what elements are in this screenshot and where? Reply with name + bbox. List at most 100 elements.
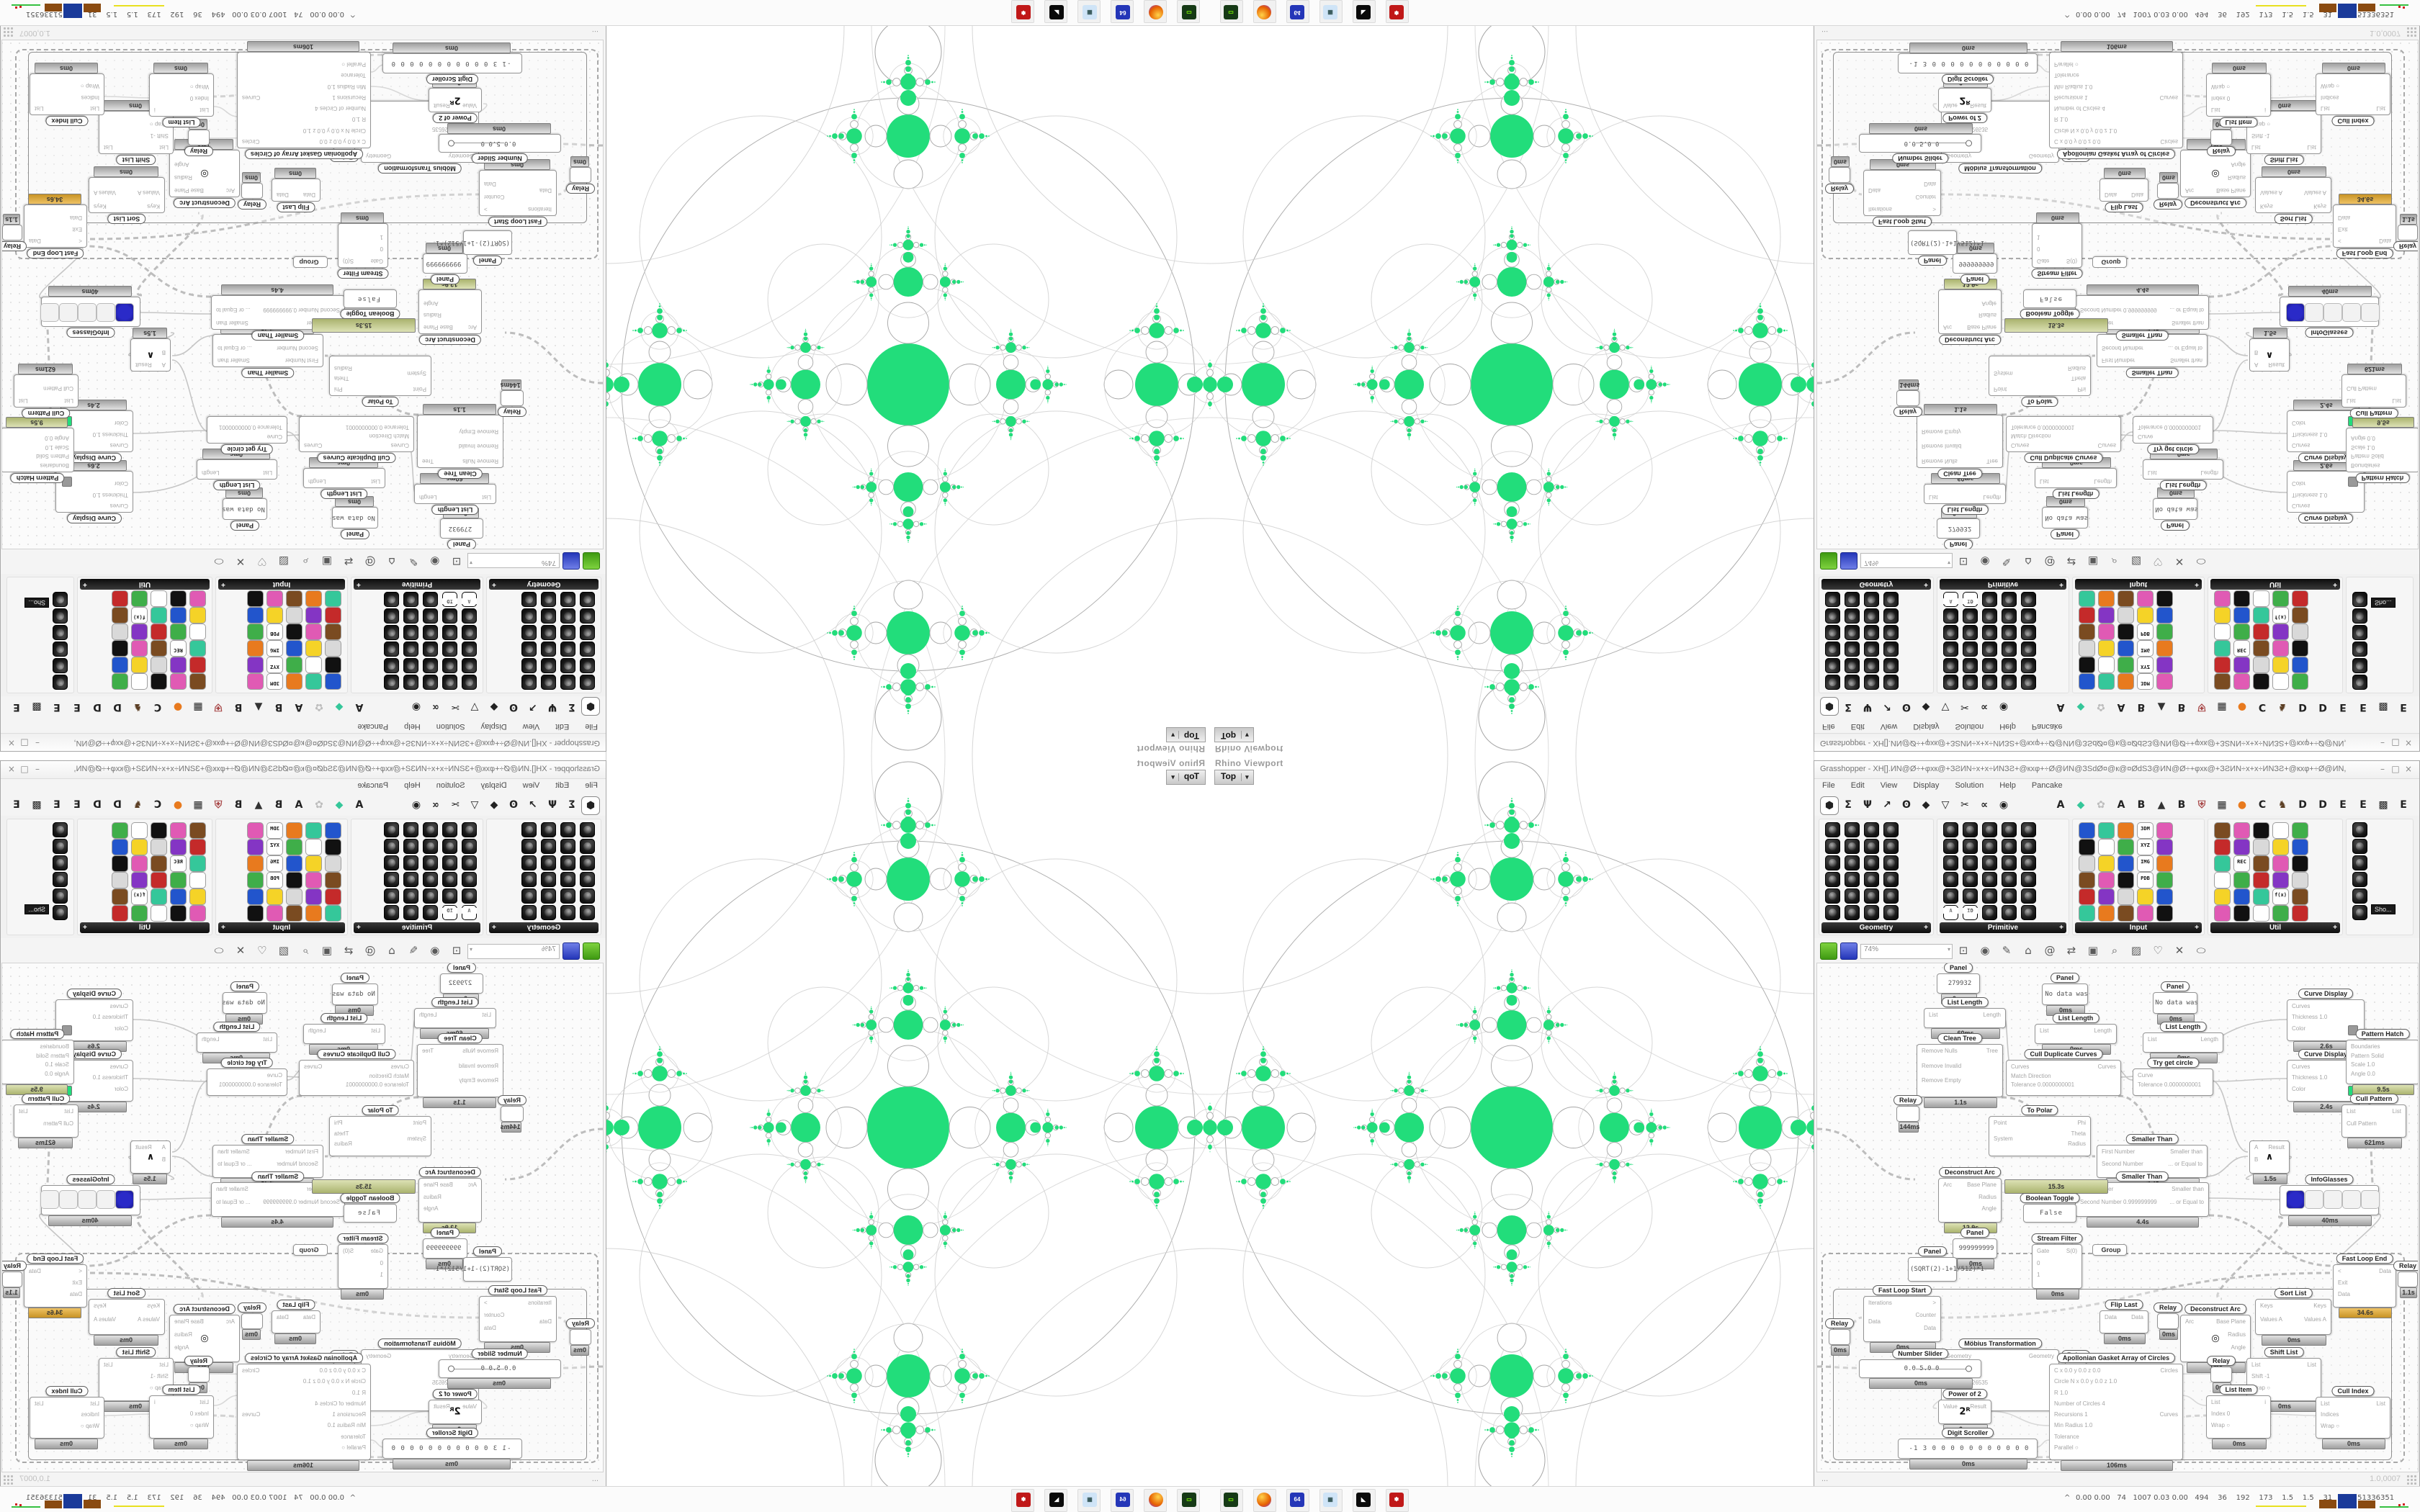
gh-node-fast-loop-start[interactable]: Fast Loop Start Iterations Data > Counter Dat… (479, 159, 557, 227)
component-icon[interactable]: IMG (2137, 640, 2154, 657)
component-icon[interactable]: f(x) (131, 888, 148, 905)
grasshopper-canvas[interactable]: GroupPanel2799320msList LengthListLength… (1, 963, 604, 1472)
input-port[interactable]: 1 (2037, 233, 2040, 240)
component-icon[interactable]: PDB (266, 624, 283, 640)
input-port[interactable]: Curves (109, 1003, 128, 1009)
input-port[interactable]: List (371, 478, 380, 485)
gh-node-relay[interactable]: Relay 1.1s (2393, 1261, 2418, 1298)
search-s-icon[interactable]: ⌕ (2111, 555, 2118, 568)
component-icon[interactable] (2021, 855, 2036, 870)
component-icon[interactable] (403, 642, 418, 657)
plugin-tab[interactable]: D (93, 799, 102, 811)
input-port[interactable]: < (79, 1268, 82, 1274)
output-port[interactable]: List (2376, 1400, 2385, 1407)
component-icon[interactable] (2098, 590, 2115, 607)
package-icon[interactable]: ▨ (278, 555, 290, 568)
component-icon[interactable] (1883, 592, 1899, 607)
input-port[interactable]: Boundaries (2351, 1043, 2380, 1050)
viewport-tab-dropdown[interactable]: ▾ (1241, 731, 1249, 739)
component-icon[interactable] (286, 872, 302, 888)
component-icon[interactable] (2272, 640, 2289, 657)
gh-node-relay[interactable]: Relay 1.1s (1, 1261, 27, 1298)
grasshopper-titlebar[interactable]: Grasshopper - XH[].ИN@Ø÷+φxк@+ЗƧИN÷x+x÷И… (1814, 761, 2419, 779)
component-icon[interactable] (2156, 590, 2173, 607)
component-icon[interactable] (2079, 905, 2095, 922)
component-icon[interactable] (2352, 658, 2367, 673)
panel-label-geometry[interactable]: Geometry + (1821, 922, 1931, 933)
gh-node-try-get-circle[interactable]: Try get circle Curve Tolerance 0.000000000… (207, 1058, 287, 1096)
component-icon[interactable] (189, 673, 206, 690)
output-port[interactable]: Phi (2077, 1120, 2086, 1126)
viewport-tab-top[interactable]: Top▾ (1214, 727, 1254, 742)
component-icon[interactable]: A (1943, 905, 1958, 920)
input-port[interactable]: Wrap ○ (2321, 83, 2340, 90)
component-icon[interactable] (442, 822, 457, 837)
named-view-icon[interactable]: ⌂ (388, 555, 395, 568)
component-icon[interactable] (403, 675, 418, 690)
gh-node[interactable]: A B Result ∧ 1.5s (130, 328, 171, 372)
node-value[interactable]: No data was (2155, 999, 2198, 1007)
component-icon[interactable]: A (462, 905, 477, 920)
output-port[interactable]: Circles (2160, 138, 2178, 145)
calculator-icon[interactable]: ▦ (1077, 1489, 1101, 1512)
input-port[interactable]: Indices (81, 1411, 99, 1418)
sets-tab[interactable]: Ψ (1863, 701, 1872, 713)
component-icon[interactable] (1825, 839, 1840, 854)
system-icon[interactable]: ✽ (1386, 0, 1409, 23)
component-icon[interactable] (151, 905, 167, 922)
component-icon[interactable] (2214, 673, 2231, 690)
output-port[interactable]: Length (2200, 469, 2218, 476)
output-port[interactable]: List (2376, 105, 2385, 112)
node-value[interactable]: (SQRT(2)-1+1/512)*1 (436, 239, 510, 246)
node-value[interactable]: No data was (222, 999, 265, 1007)
input-port[interactable]: Shift -1 (2251, 132, 2270, 139)
component-icon[interactable] (2272, 839, 2289, 855)
node-value[interactable]: -1 3 0 0 0 0 0 0 0 0 0 0 0 (390, 1445, 511, 1452)
component-icon[interactable] (170, 872, 187, 888)
panel-expand-button[interactable]: + (2333, 924, 2337, 932)
component-icon[interactable] (423, 822, 438, 837)
input-port[interactable]: Number of Circles 4 (315, 1400, 366, 1407)
gh-node-pattern-hatch[interactable]: Pattern Hatch Boundaries Pattern Solid Scal… (2346, 417, 2419, 483)
output-port[interactable]: Data (277, 192, 289, 198)
group-label[interactable]: Group (2092, 256, 2127, 268)
node-value[interactable]: No data was (332, 514, 375, 521)
gh-node-panel[interactable]: Panel (SQRT(2)-1+1/512)*1 (436, 1246, 512, 1282)
node-value[interactable]: 279932 (448, 525, 472, 532)
component-icon[interactable] (580, 888, 595, 904)
component-icon[interactable] (170, 590, 187, 607)
viewport-tab-top[interactable]: Top▾ (1214, 770, 1254, 785)
remote-control-icon[interactable]: @ (2044, 555, 2056, 568)
gh-node-list-item[interactable]: List Item List Index 0 Wrap ○ i 0ms (149, 63, 214, 127)
menu-item-solution[interactable]: Solution (1955, 722, 1984, 731)
component-icon[interactable]: IMG (2137, 855, 2154, 872)
input-port[interactable]: Thickness 1.0 (2292, 1014, 2328, 1021)
input-port[interactable]: Curves (2011, 442, 2030, 449)
component-icon[interactable] (2118, 624, 2134, 640)
component-icon[interactable] (580, 658, 595, 673)
intersect-tab[interactable]: ✂ (1960, 799, 1969, 811)
component-icon[interactable] (2233, 590, 2250, 607)
component-icon[interactable] (2272, 624, 2289, 640)
gh-node-try-get-circle[interactable]: Try get circle Curve Tolerance 0.000000000… (2133, 416, 2213, 454)
plugin-tab[interactable]: A (295, 799, 303, 811)
component-icon[interactable] (189, 640, 206, 657)
component-icon[interactable] (1982, 872, 1997, 887)
infoglasses-icon[interactable] (2361, 1190, 2380, 1209)
input-port[interactable]: Exit (2338, 1279, 2348, 1286)
output-port[interactable]: Data (2379, 238, 2391, 244)
component-icon[interactable] (2233, 822, 2250, 839)
output-port[interactable]: ... or Equal to (218, 1161, 252, 1167)
component-icon[interactable]: 3DM (2137, 673, 2154, 690)
sketch-pen-icon[interactable]: ✎ (2002, 944, 2012, 957)
gh-node-stream-filter[interactable]: Stream Filter Gate 0 1 S(0) 0ms (2031, 212, 2083, 279)
resize-grip[interactable] (2406, 27, 2416, 37)
component-icon[interactable] (189, 888, 206, 905)
output-port[interactable]: S(0) (2066, 258, 2077, 264)
output-port[interactable]: Data (2131, 1314, 2143, 1320)
component-icon[interactable] (1864, 625, 1879, 640)
surface-tab[interactable]: ◆ (1922, 799, 1930, 811)
input-port[interactable]: Values A (2260, 1316, 2282, 1323)
